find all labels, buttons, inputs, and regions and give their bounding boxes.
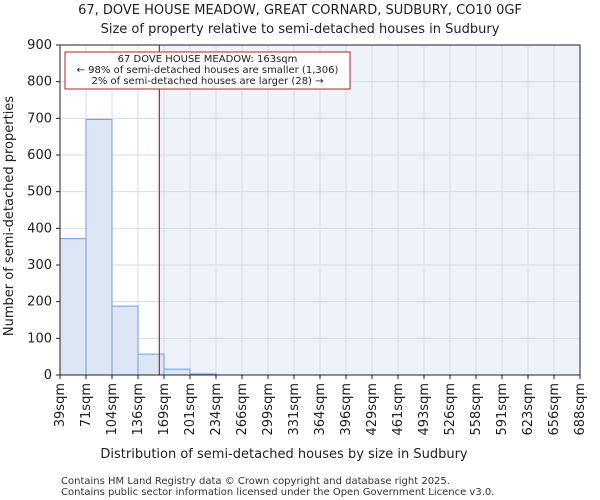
y-tick-label: 300 [27,258,52,273]
y-axis-label: Number of semi-detached properties [2,96,17,336]
x-tick-label: 331sqm [287,383,302,436]
larger-region-shade [159,45,580,375]
y-tick-labels: 0 100 200 300 400 500 600 700 800 900 [27,38,60,383]
y-tick-label: 600 [27,148,52,163]
x-tick-label: 266sqm [235,383,250,436]
x-tick-label: 396sqm [339,383,354,436]
x-tick-label: 364sqm [313,383,328,436]
chart-subtitle: Size of property relative to semi-detach… [101,22,500,37]
x-tick-label: 558sqm [469,383,484,436]
annotation-larger: 2% of semi-detached houses are larger (2… [91,76,323,87]
x-tick-label: 136sqm [131,383,146,436]
x-tick-label: 39sqm [53,383,68,427]
x-tick-label: 169sqm [157,383,172,436]
x-tick-label: 688sqm [573,383,588,436]
bars [59,118,217,376]
x-tick-label: 656sqm [547,383,562,436]
y-tick-label: 400 [27,221,52,236]
footer-line-1: Contains HM Land Registry data © Crown c… [61,476,450,487]
x-tick-label: 299sqm [261,383,276,436]
y-tick-label: 800 [27,75,52,90]
x-axis-label: Distribution of semi-detached houses by … [100,447,468,462]
bar [163,368,191,376]
x-tick-label: 234sqm [209,383,224,436]
chart-title: 67, DOVE HOUSE MEADOW, GREAT CORNARD, SU… [78,3,522,18]
y-tick-label: 0 [44,368,52,383]
y-tick-label: 900 [27,38,52,53]
x-tick-label: 104sqm [105,383,120,436]
x-tick-label: 623sqm [521,383,536,436]
bar [85,118,113,376]
annotation-frame [64,51,351,90]
y-tick-label: 500 [27,185,52,200]
x-tick-label: 526sqm [443,383,458,436]
annotation-box: 67 DOVE HOUSE MEADOW: 163sqm ← 98% of se… [64,51,351,90]
x-tick-label: 591sqm [495,383,510,436]
annotation-smaller: ← 98% of semi-detached houses are smalle… [77,65,339,76]
x-tick-labels: 39sqm 71sqm 104sqm 136sqm 169sqm 201sqm 234sqm… [53,375,588,436]
x-tick-label: 201sqm [183,383,198,436]
x-tick-label: 461sqm [391,383,406,436]
x-tick-label: 71sqm [79,383,94,427]
bar [111,305,139,376]
annotation-title: 67 DOVE HOUSE MEADOW: 163sqm [118,54,298,65]
bar [59,238,87,376]
footer-line-2: Contains public sector information licen… [61,487,494,498]
x-tick-label: 429sqm [365,383,380,436]
y-tick-label: 700 [27,111,52,126]
x-tick-label: 493sqm [417,383,432,436]
y-tick-label: 200 [27,295,52,310]
bar [137,353,165,376]
y-tick-label: 100 [27,331,52,346]
